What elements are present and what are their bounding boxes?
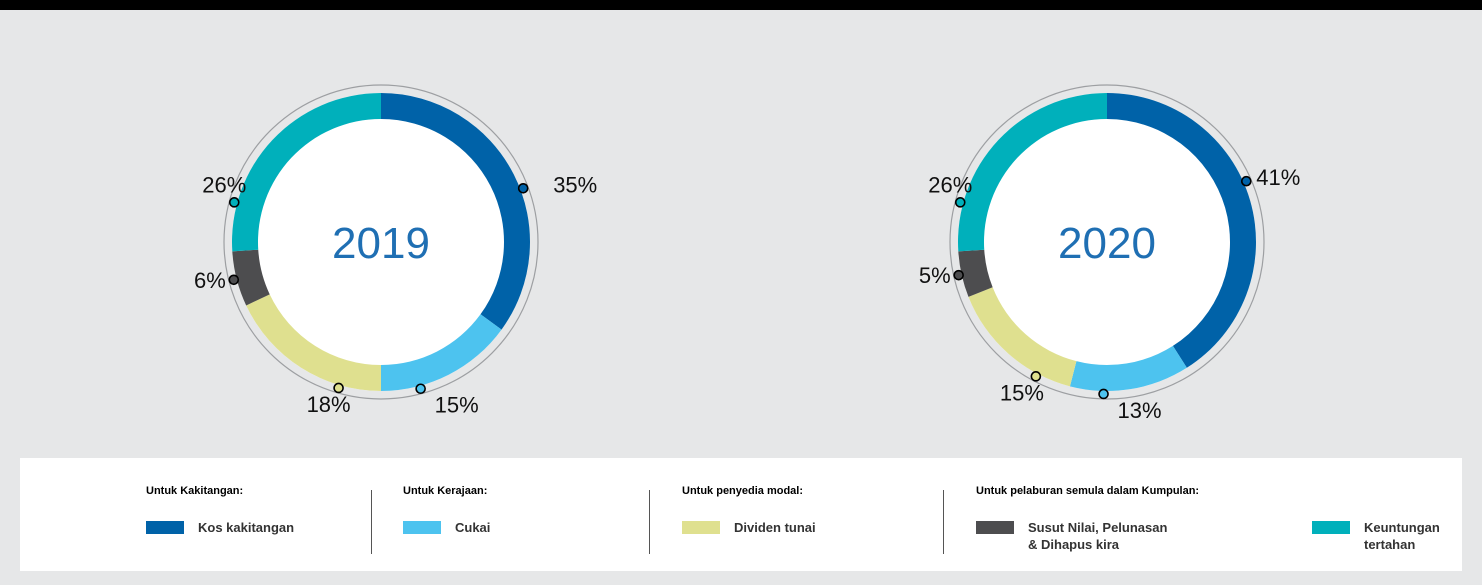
legend-heading: Untuk Kerajaan:	[403, 485, 488, 497]
legend-swatch	[1312, 521, 1350, 534]
callout-dot	[415, 383, 426, 395]
donut-slice	[232, 93, 381, 252]
legend-swatch	[146, 521, 184, 534]
outer-ring	[223, 84, 539, 400]
legend-label: Kos kakitangan	[198, 520, 295, 535]
donut-chart-2019: 35% 15% 18% 6% 26% 2019	[194, 84, 597, 418]
callout-dot	[1241, 175, 1252, 187]
legend-heading: Untuk Kakitangan:	[146, 485, 244, 497]
legend-swatch	[403, 521, 441, 534]
legend-divider	[943, 490, 944, 554]
legend-label: Cukai	[455, 520, 491, 535]
callout-dot	[228, 274, 240, 286]
donut-background	[232, 93, 530, 391]
callout-dot	[1098, 388, 1109, 400]
donut-slice	[232, 249, 270, 306]
callout-dot	[953, 269, 964, 281]
top-bar	[0, 0, 1482, 10]
callout-dot	[333, 382, 344, 394]
data-label: 35%	[553, 172, 597, 197]
donut-chart-2020: 41% 13% 15% 5% 26% 2020	[919, 84, 1300, 423]
callout-dot	[517, 182, 529, 194]
donut-slice	[1069, 345, 1187, 391]
data-label: 41%	[1256, 165, 1300, 190]
donut-charts: 35% 15% 18% 6% 26% 2019 41% 13% 15% 5% 26% 2020	[194, 84, 1300, 423]
donut-slice	[968, 287, 1077, 387]
donut-slice	[246, 294, 381, 391]
data-label: 6%	[194, 268, 226, 293]
donut-slice	[1107, 93, 1256, 368]
legend-panel: Untuk Kakitangan: Kos kakitangan Untuk K…	[20, 458, 1462, 571]
data-label: 18%	[307, 392, 351, 417]
center-year-label: 2020	[1058, 219, 1156, 268]
donut-slice	[958, 249, 993, 297]
legend-label: Susut Nilai, Pelunasan & Dihapus kira	[1028, 520, 1168, 552]
legend-label: Dividen tunai	[734, 520, 816, 535]
donut-slice	[381, 93, 530, 330]
data-label: 13%	[1118, 398, 1162, 423]
data-label: 26%	[928, 172, 972, 197]
data-label: 5%	[919, 263, 951, 288]
callout-dot	[228, 197, 240, 208]
data-label: 26%	[202, 172, 246, 197]
outer-ring	[949, 84, 1265, 400]
legend-label: Keuntungan tertahan	[1364, 520, 1440, 552]
donut-slice	[381, 314, 502, 391]
legend-heading: Untuk penyedia modal:	[682, 485, 804, 497]
callout-dot	[1030, 371, 1042, 382]
donut-background	[958, 93, 1256, 391]
legend-divider	[371, 490, 372, 554]
chart-area: 35% 15% 18% 6% 26% 2019 41% 13% 15% 5% 26% 2020	[0, 10, 1482, 458]
center-year-label: 2019	[332, 219, 430, 268]
data-label: 15%	[435, 393, 479, 418]
legend-heading: Untuk pelaburan semula dalam Kumpulan:	[976, 485, 1200, 497]
data-label: 15%	[1000, 380, 1044, 405]
legend-swatch	[976, 521, 1014, 534]
callout-dot	[954, 197, 966, 208]
legend-swatch	[682, 521, 720, 534]
legend-divider	[649, 490, 650, 554]
donut-slice	[958, 93, 1107, 252]
